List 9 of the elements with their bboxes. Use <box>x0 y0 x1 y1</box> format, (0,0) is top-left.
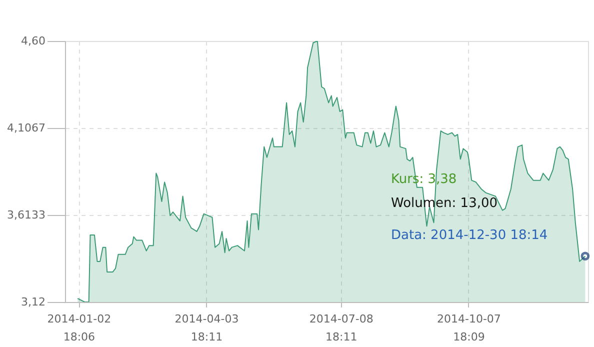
y-tick-label: 4,60 <box>21 34 46 48</box>
x-tick-label: 2014-04-03 18:11 <box>174 312 239 344</box>
y-tick-label: 3,6133 <box>7 208 46 222</box>
y-tick-label: 3,12 <box>21 296 46 308</box>
x-tick-label: 2014-07-08 18:11 <box>309 312 374 344</box>
annotation: Data: 2014-12-30 18:14 <box>391 228 548 243</box>
x-tick-label: 2014-10-07 18:09 <box>437 312 501 344</box>
y-tick-label: 4,1067 <box>7 121 46 134</box>
x-tick-label: 2014-01-02 18:06 <box>47 312 112 344</box>
